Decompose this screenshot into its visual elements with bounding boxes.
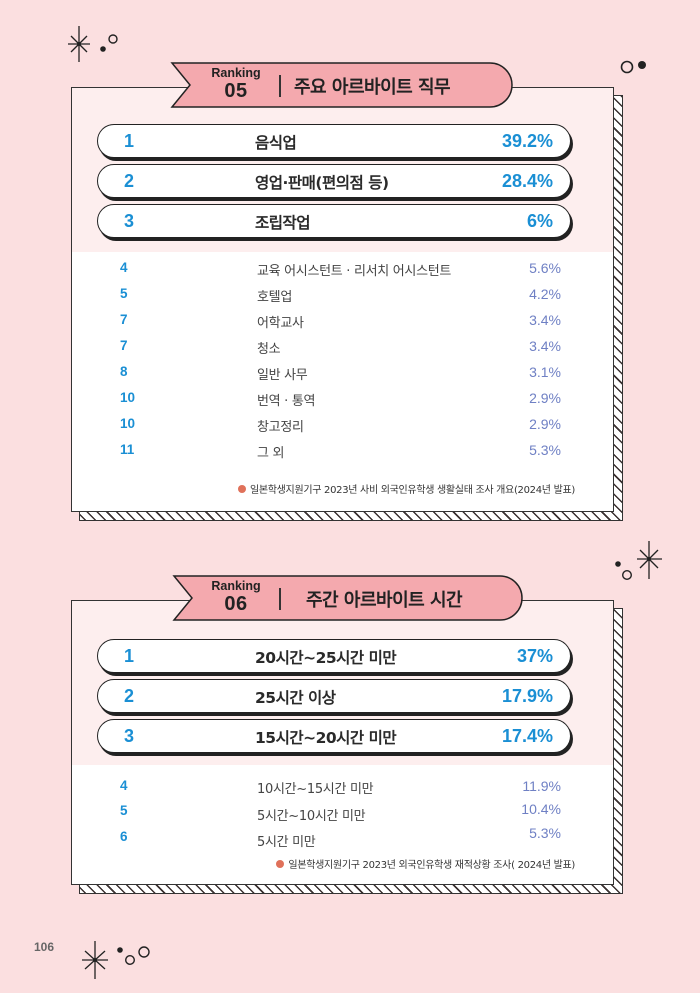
top-rank-row: 2 25시간 이상 17.9% bbox=[97, 679, 571, 713]
rank-number: 2 bbox=[124, 171, 135, 191]
rank-number: 4 bbox=[120, 778, 128, 793]
item-label: 20시간~25시간 미만 bbox=[255, 649, 397, 667]
item-percent: 5.3% bbox=[529, 442, 561, 458]
item-label: 15시간~20시간 미만 bbox=[255, 729, 397, 747]
rank-row: 8 일반 사무 3.1% bbox=[72, 364, 613, 384]
rank-row: 10 창고정리 2.9% bbox=[72, 416, 613, 436]
dots-circles-icon bbox=[117, 946, 150, 966]
rank-number: 10 bbox=[120, 416, 136, 431]
rank-number: 7 bbox=[120, 312, 128, 327]
item-percent: 5.3% bbox=[529, 825, 561, 841]
sparkle-star-icon bbox=[82, 941, 108, 979]
ranking-badge: Ranking 06 bbox=[196, 580, 276, 614]
item-percent: 37% bbox=[516, 646, 553, 666]
source-note: 일본학생지원기구 2023년 외국인유학생 재적상황 조사( 2024년 발표) bbox=[276, 856, 575, 871]
item-label: 음식업 bbox=[255, 134, 297, 152]
item-percent: 17.4% bbox=[501, 726, 553, 746]
item-label: 창고정리 bbox=[257, 420, 304, 435]
rank-row: 4 교육 어시스턴트 · 리서치 어시스턴트 5.6% bbox=[72, 260, 613, 280]
item-percent: 10.4% bbox=[521, 801, 561, 817]
card-body: 1 음식업 39.2% 2 영업·판매(편의점 등) 28.4% 3 조립작업 … bbox=[71, 87, 614, 512]
ranking-banner-05: Ranking 05 주요 아르바이트 직무 bbox=[170, 62, 515, 108]
rank-number: 3 bbox=[124, 726, 135, 746]
item-label: 어학교사 bbox=[257, 316, 304, 331]
item-label: 10시간~15시간 미만 bbox=[257, 782, 374, 797]
item-percent: 2.9% bbox=[529, 390, 561, 406]
section-title: 주요 아르바이트 직무 bbox=[294, 77, 451, 98]
sparkle-star-icon bbox=[68, 26, 90, 62]
rank-number: 2 bbox=[124, 686, 135, 706]
rank-number: 3 bbox=[124, 211, 135, 231]
bullet-dot-icon bbox=[237, 485, 246, 493]
ranking-number: 06 bbox=[224, 592, 248, 615]
item-percent: 5.6% bbox=[529, 260, 561, 276]
rank-number: 6 bbox=[120, 829, 128, 844]
item-percent: 17.9% bbox=[501, 686, 553, 706]
ranking-number: 05 bbox=[224, 79, 248, 102]
source-note: 일본학생지원기구 2023년 사비 외국인유학생 생활실태 조사 개요(2024… bbox=[237, 481, 575, 496]
banner-divider bbox=[279, 588, 281, 610]
ranking-card-05: 1 음식업 39.2% 2 영업·판매(편의점 등) 28.4% 3 조립작업 … bbox=[71, 87, 623, 521]
rank-number: 8 bbox=[120, 364, 128, 379]
rank-row: 11 그 외 5.3% bbox=[72, 442, 613, 462]
item-percent: 6% bbox=[526, 211, 553, 231]
rank-row: 6 5시간 미만 5.3% bbox=[72, 825, 613, 850]
item-label: 청소 bbox=[257, 342, 281, 357]
item-percent: 3.4% bbox=[529, 312, 561, 328]
rank-number: 11 bbox=[120, 442, 135, 457]
card-body: 1 20시간~25시간 미만 37% 2 25시간 이상 17.9% 3 15시… bbox=[71, 600, 614, 885]
item-label: 조립작업 bbox=[255, 214, 311, 232]
rank-row: 7 어학교사 3.4% bbox=[72, 312, 613, 332]
item-label: 5시간~10시간 미만 bbox=[257, 809, 366, 824]
item-label: 영업·판매(편의점 등) bbox=[255, 174, 389, 192]
sparkle-star-icon bbox=[637, 541, 662, 579]
item-percent: 3.4% bbox=[529, 338, 561, 354]
dot-circle-icon bbox=[100, 34, 118, 52]
rank-row: 10 번역 · 통역 2.9% bbox=[72, 390, 613, 410]
rank-number: 5 bbox=[120, 286, 128, 301]
item-label: 그 외 bbox=[257, 446, 285, 461]
source-text: 일본학생지원기구 2023년 사비 외국인유학생 생활실태 조사 개요(2024… bbox=[249, 485, 575, 496]
rank-row: 5 호텔업 4.2% bbox=[72, 286, 613, 306]
item-percent: 3.1% bbox=[529, 364, 561, 380]
rank-number: 1 bbox=[124, 646, 135, 666]
rank-row: 7 청소 3.4% bbox=[72, 338, 613, 358]
ranking-badge: Ranking 05 bbox=[196, 67, 276, 101]
rank-number: 5 bbox=[120, 803, 128, 818]
rank-number: 4 bbox=[120, 260, 128, 275]
item-label: 25시간 이상 bbox=[255, 689, 336, 707]
rank-number: 7 bbox=[120, 338, 128, 353]
top-rank-row: 3 조립작업 6% bbox=[97, 204, 571, 238]
top-rank-row: 3 15시간~20시간 미만 17.4% bbox=[97, 719, 571, 753]
dot-circle-icon bbox=[615, 561, 633, 581]
ranking-label: Ranking bbox=[211, 66, 261, 80]
section-title: 주간 아르바이트 시간 bbox=[306, 590, 463, 611]
top-rank-row: 2 영업·판매(편의점 등) 28.4% bbox=[97, 164, 571, 198]
item-label: 호텔업 bbox=[257, 290, 292, 305]
ranking-banner-06: Ranking 06 주간 아르바이트 시간 bbox=[172, 575, 524, 621]
item-label: 교육 어시스턴트 · 리서치 어시스턴트 bbox=[257, 264, 452, 279]
top-rank-row: 1 음식업 39.2% bbox=[97, 124, 571, 158]
bullet-dot-icon bbox=[276, 860, 285, 868]
source-text: 일본학생지원기구 2023년 외국인유학생 재적상황 조사( 2024년 발표) bbox=[288, 860, 575, 871]
item-label: 일반 사무 bbox=[257, 368, 308, 383]
item-label: 번역 · 통역 bbox=[257, 394, 316, 409]
top-rank-row: 1 20시간~25시간 미만 37% bbox=[97, 639, 571, 673]
rank-number: 10 bbox=[120, 390, 136, 405]
banner-divider bbox=[279, 75, 281, 97]
item-percent: 39.2% bbox=[501, 131, 553, 151]
ranking-label: Ranking bbox=[211, 579, 261, 593]
item-percent: 4.2% bbox=[529, 286, 561, 302]
rank-row: 4 10시간~15시간 미만 11.9% bbox=[72, 778, 613, 798]
item-percent: 11.9% bbox=[522, 778, 561, 794]
page-number: 106 bbox=[34, 940, 55, 954]
ranking-card-06: 1 20시간~25시간 미만 37% 2 25시간 이상 17.9% 3 15시… bbox=[71, 600, 623, 894]
rank-row: 5 5시간~10시간 미만 10.4% bbox=[72, 801, 613, 824]
item-label: 5시간 미만 bbox=[257, 835, 316, 850]
item-percent: 2.9% bbox=[529, 416, 561, 432]
circle-dot-icon bbox=[620, 60, 646, 74]
rank-number: 1 bbox=[124, 131, 135, 151]
item-percent: 28.4% bbox=[501, 171, 553, 191]
